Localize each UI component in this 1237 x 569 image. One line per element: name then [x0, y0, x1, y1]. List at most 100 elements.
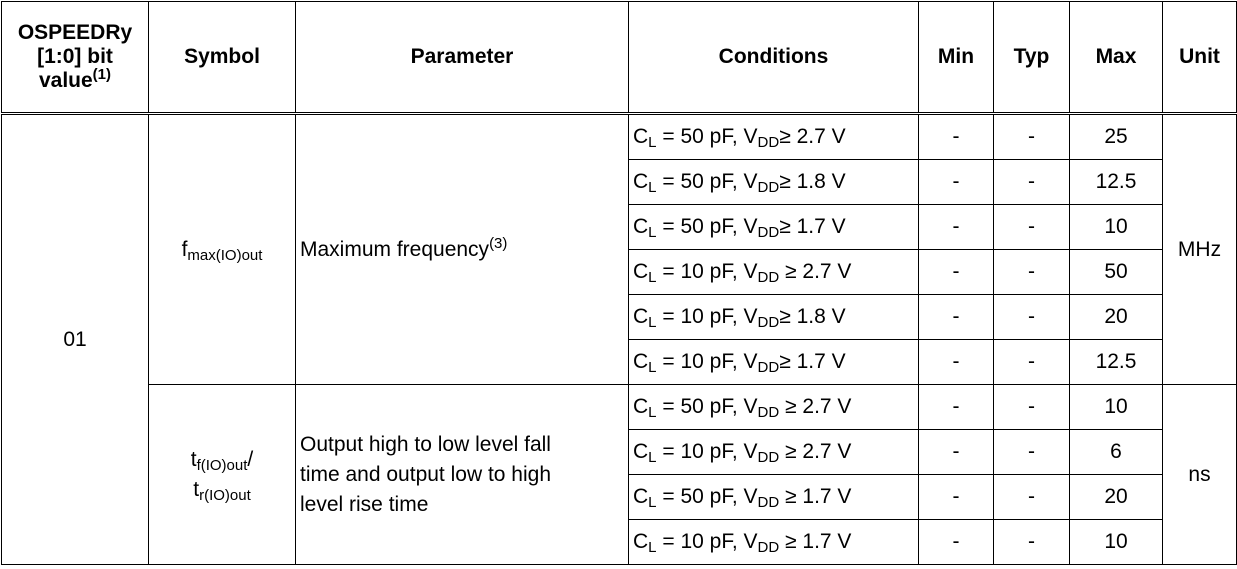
condition-cell: CL = 50 pF, VDD≥ 1.8 V — [628, 159, 919, 205]
cond-cl-value: 10 — [680, 350, 704, 373]
table-row: tf(IO)out/ tr(IO)out Output high to low … — [2, 384, 1237, 565]
freq-parameter-cell: Maximum frequency(3) — [295, 113, 629, 385]
cond-c: C — [633, 350, 649, 373]
cond-pf: pF, V — [703, 485, 758, 508]
cond-pf: pF, V — [703, 395, 758, 418]
cond-c-sub: L — [648, 269, 657, 286]
cond-eq: = — [656, 530, 681, 553]
rise-unit-cell: ns — [1162, 384, 1237, 565]
ospeed-value-cell: 01 — [1, 113, 149, 565]
cond-cl-value: 10 — [680, 260, 704, 283]
cond-vdd-value: 1.7 V — [796, 350, 846, 373]
cond-vdd-sub: DD — [757, 269, 780, 286]
cond-c: C — [633, 170, 649, 193]
header-ospeed-note: (1) — [92, 66, 112, 83]
cond-vdd-sub: DD — [757, 359, 780, 376]
cond-op: ≥ — [779, 485, 803, 508]
cond-pf: pF, V — [703, 170, 758, 193]
header-ospeed-line1: OSPEEDRy — [17, 21, 133, 44]
condition-cell: CL = 50 pF, VDD≥ 1.7 V — [628, 204, 919, 250]
min-cell: - — [918, 429, 994, 475]
cond-cl-value: 10 — [680, 530, 704, 553]
cond-c: C — [633, 260, 649, 283]
freq-parameter: Maximum frequency — [300, 237, 490, 261]
cond-c: C — [633, 305, 649, 328]
cond-c: C — [633, 215, 649, 238]
cond-pf: pF, V — [703, 260, 758, 283]
header-min: Min — [918, 1, 994, 115]
cond-op: ≥ — [779, 440, 803, 463]
typ-cell: - — [993, 429, 1070, 475]
cond-vdd-sub: DD — [757, 224, 780, 241]
cond-cl-value: 50 — [680, 125, 704, 148]
max-cell: 50 — [1069, 249, 1163, 295]
cond-op: ≥ — [779, 215, 797, 238]
freq-parameter-note: (3) — [489, 234, 508, 252]
cond-eq: = — [656, 260, 681, 283]
table-row: 01 fmax(IO)out Maximum frequency(3) CL =… — [1, 113, 1237, 565]
table-row: CL = 10 pF, VDD≥ 1.8 V - - 20 — [2, 294, 1237, 340]
cond-eq: = — [656, 305, 681, 328]
cond-eq: = — [656, 485, 681, 508]
min-cell: - — [918, 339, 994, 385]
cond-c-sub: L — [648, 539, 657, 556]
cond-vdd-sub: DD — [757, 404, 780, 421]
table-row: CL = 50 pF, VDD≥ 1.8 V - - 12.5 — [2, 159, 1237, 205]
rise-param-line1: Output high to low level fall — [300, 432, 551, 456]
header-max: Max — [1069, 1, 1163, 115]
condition-cell: CL = 10 pF, VDD ≥ 2.7 V — [628, 429, 919, 475]
max-cell: 20 — [1069, 294, 1163, 340]
cond-vdd-value: 1.8 V — [796, 305, 846, 328]
cond-c: C — [633, 485, 649, 508]
max-cell: 10 — [1069, 204, 1163, 250]
typ-cell: - — [993, 159, 1070, 205]
cond-vdd-sub: DD — [757, 449, 780, 466]
table-row: CL = 10 pF, VDD ≥ 2.7 V - - 50 — [2, 249, 1237, 295]
cond-c: C — [633, 530, 649, 553]
header-conditions: Conditions — [628, 1, 919, 115]
cond-c-sub: L — [648, 449, 657, 466]
cond-c: C — [633, 395, 649, 418]
fall-symbol: t — [190, 447, 197, 471]
max-cell: 12.5 — [1069, 159, 1163, 205]
rise-param-line3: level rise time — [300, 492, 429, 516]
cond-c: C — [633, 440, 649, 463]
cond-vdd-sub: DD — [757, 314, 780, 331]
typ-cell: - — [993, 204, 1070, 250]
condition-cell: CL = 10 pF, VDD ≥ 1.7 V — [628, 519, 919, 565]
condition-cell: CL = 50 pF, VDD≥ 2.7 V — [628, 113, 919, 160]
header-symbol: Symbol — [148, 1, 296, 115]
max-cell: 10 — [1069, 384, 1163, 430]
min-cell: - — [918, 474, 994, 520]
cond-c-sub: L — [648, 179, 657, 196]
cond-c-sub: L — [648, 314, 657, 331]
table-row: CL = 10 pF, VDD ≥ 1.7 V - - 10 — [2, 519, 1237, 565]
cond-c-sub: L — [648, 224, 657, 241]
cond-pf: pF, V — [703, 530, 758, 553]
cond-cl-value: 50 — [680, 215, 704, 238]
min-cell: - — [918, 384, 994, 430]
table-body: 01 fmax(IO)out Maximum frequency(3) CL =… — [1, 113, 1237, 565]
min-cell: - — [918, 204, 994, 250]
cond-op: ≥ — [779, 350, 797, 373]
typ-cell: - — [993, 249, 1070, 295]
cond-eq: = — [656, 395, 681, 418]
cond-op: ≥ — [779, 260, 803, 283]
cond-eq: = — [656, 215, 681, 238]
condition-cell: CL = 50 pF, VDD ≥ 2.7 V — [628, 384, 919, 430]
cond-pf: pF, V — [703, 305, 758, 328]
cond-c-sub: L — [648, 404, 657, 421]
table-row: CL = 50 pF, VDD≥ 1.7 V - - 10 — [2, 204, 1237, 250]
cond-c: C — [633, 125, 649, 148]
max-cell: 20 — [1069, 474, 1163, 520]
typ-cell: - — [993, 113, 1070, 160]
cond-op: ≥ — [779, 170, 797, 193]
header-row: OSPEEDRy [1:0] bit value(1) Symbol Param… — [1, 1, 1237, 115]
cond-vdd-value: 2.7 V — [802, 440, 852, 463]
header-unit: Unit — [1162, 1, 1237, 115]
cond-vdd-value: 2.7 V — [802, 395, 852, 418]
cond-pf: pF, V — [703, 440, 758, 463]
cond-op: ≥ — [779, 305, 797, 328]
header-parameter: Parameter — [295, 1, 629, 115]
